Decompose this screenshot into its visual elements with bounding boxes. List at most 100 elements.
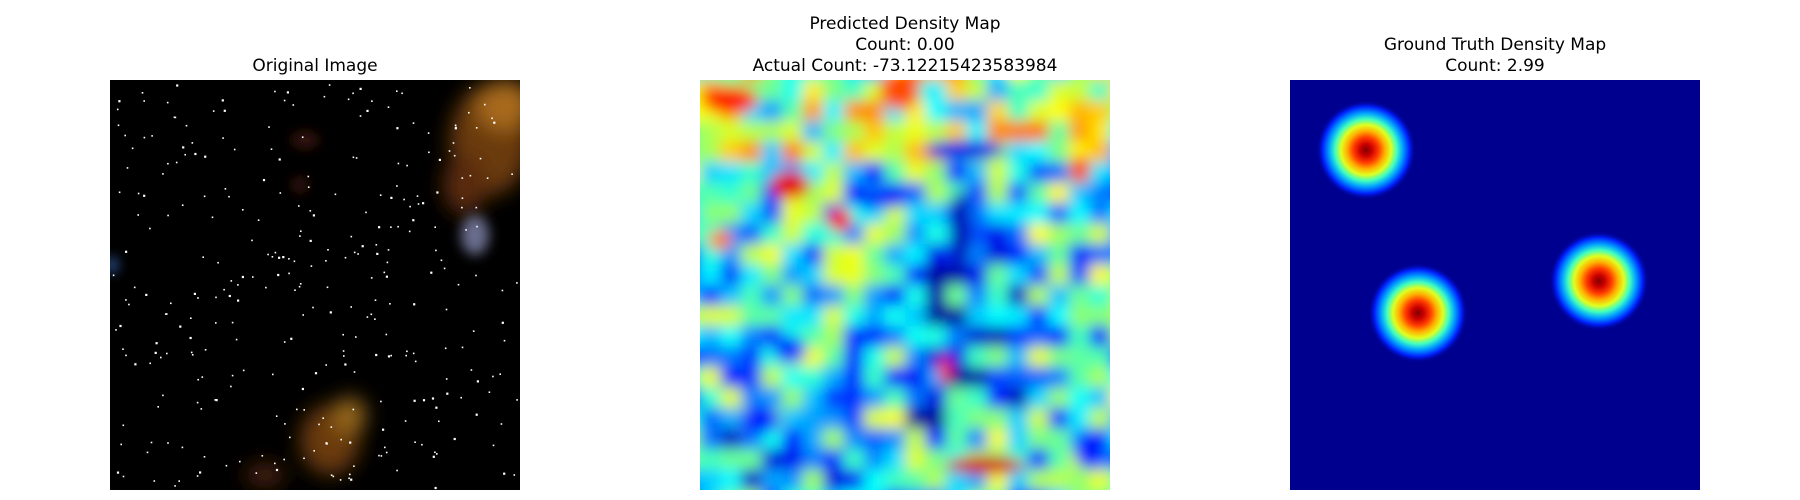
heat-cell: [1089, 141, 1110, 163]
star: [469, 174, 472, 177]
star: [289, 436, 291, 439]
heat-cell: [946, 387, 968, 409]
predicted-count-line: Count: 0.00: [855, 35, 955, 55]
star: [122, 348, 124, 350]
star: [396, 469, 398, 472]
heat-cell: [1048, 244, 1070, 266]
star: [461, 206, 463, 209]
heat-cell: [1007, 203, 1029, 225]
ground-truth-density-map: [1290, 80, 1700, 490]
heat-cell: [741, 203, 763, 225]
heat-cell: [864, 367, 886, 389]
star: [294, 289, 296, 291]
heat-cell: [1089, 264, 1110, 286]
star: [257, 219, 260, 221]
heat-cell: [946, 80, 968, 102]
heat-cell: [1007, 100, 1029, 122]
star: [298, 285, 301, 288]
star: [516, 282, 518, 284]
heat-cell: [802, 428, 824, 450]
star: [282, 256, 285, 259]
heat-cell: [720, 469, 742, 490]
star: [327, 249, 329, 251]
star: [190, 317, 192, 319]
star: [378, 454, 380, 457]
heat-cell: [1089, 305, 1110, 327]
star: [339, 479, 342, 481]
star: [475, 127, 478, 129]
star: [370, 313, 373, 316]
heat-cell: [925, 182, 947, 204]
heat-cell: [761, 203, 783, 225]
heat-cell: [802, 285, 824, 307]
star: [300, 230, 302, 232]
heat-cell: [843, 367, 865, 389]
star: [326, 443, 328, 445]
star: [453, 437, 456, 441]
star: [212, 110, 215, 112]
heat-cell: [782, 264, 804, 286]
heat-cell: [987, 100, 1009, 122]
heat-cell: [925, 326, 947, 348]
star: [349, 441, 352, 444]
heat-cell: [761, 428, 783, 450]
star: [314, 372, 318, 375]
star: [228, 294, 231, 298]
star: [455, 126, 457, 129]
heat-spot: [708, 230, 732, 250]
heat-cell: [1048, 346, 1070, 368]
star: [179, 325, 182, 328]
star: [310, 265, 313, 267]
star: [417, 203, 420, 205]
star: [329, 311, 332, 314]
heat-cell: [720, 367, 742, 389]
heat-cell: [925, 264, 947, 286]
heat-cell: [864, 100, 886, 122]
heat-cell: [864, 428, 886, 450]
star: [412, 352, 415, 355]
star: [453, 154, 456, 157]
heat-cell: [884, 223, 906, 245]
star: [342, 350, 345, 352]
heat-cell: [987, 80, 1009, 102]
star: [352, 92, 354, 95]
heat-cell: [843, 346, 865, 368]
heat-cell: [1048, 80, 1070, 102]
heat-cell: [1089, 469, 1110, 490]
heat-cell: [987, 285, 1009, 307]
heat-cell: [987, 223, 1009, 245]
density-peak: [1549, 231, 1649, 331]
heat-cell: [925, 80, 947, 102]
heat-cell: [741, 428, 763, 450]
star: [215, 296, 217, 299]
density-peak: [1316, 100, 1416, 200]
heat-cell: [1028, 141, 1050, 163]
heat-cell: [864, 408, 886, 430]
star: [211, 216, 214, 219]
heat-cell: [700, 408, 722, 430]
star: [353, 465, 355, 467]
heat-cell: [946, 100, 968, 122]
heat-cell: [987, 367, 1009, 389]
heat-cell: [823, 244, 845, 266]
heat-cell: [1069, 326, 1091, 348]
heat-cell: [700, 367, 722, 389]
heat-cell: [761, 449, 783, 471]
heat-cell: [700, 469, 722, 490]
star: [270, 148, 273, 150]
star: [149, 227, 151, 230]
heat-cell: [843, 449, 865, 471]
heat-cell: [1007, 244, 1029, 266]
heat-cell: [741, 346, 763, 368]
star: [390, 196, 393, 199]
heat-cell: [966, 182, 988, 204]
star: [440, 259, 443, 262]
star: [173, 116, 176, 119]
star: [318, 423, 320, 426]
heat-cell: [802, 203, 824, 225]
star: [309, 239, 312, 242]
heat-cell: [700, 387, 722, 409]
star: [389, 303, 391, 305]
star: [436, 453, 438, 455]
heat-cell: [987, 203, 1009, 225]
